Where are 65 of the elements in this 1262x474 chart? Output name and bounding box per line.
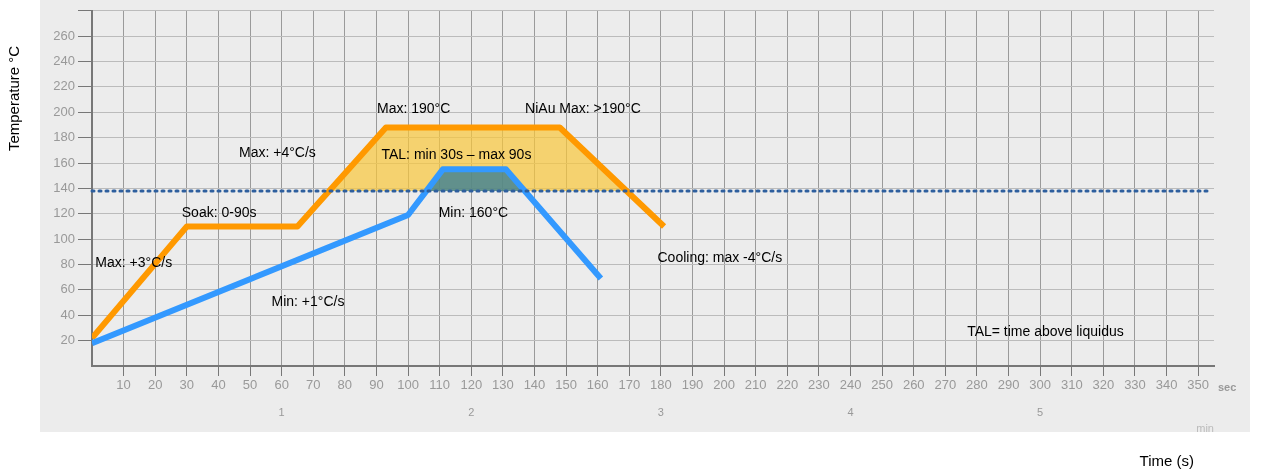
x-tick-label: 160 — [586, 377, 609, 393]
x-tick-label: 230 — [808, 377, 830, 393]
x-tick-label: 310 — [1060, 377, 1083, 393]
x-tick-label: 320 — [1092, 377, 1115, 393]
x-tick-label: 330 — [1124, 377, 1146, 393]
annotation: Min: +1°C/s — [271, 292, 345, 309]
text: sec — [1218, 381, 1237, 394]
y-tick-label: 40 — [60, 306, 75, 322]
x-tick-label: 210 — [744, 377, 767, 393]
y-tick-label: 140 — [53, 179, 75, 195]
annotation: Soak: 0-90s — [181, 204, 257, 221]
y-tick-label: 120 — [53, 205, 75, 221]
x-tick-label: 40 — [211, 377, 226, 393]
y-tick-label: 180 — [53, 129, 75, 145]
y-axis-title: Temperature °C — [4, 44, 22, 154]
annotation: Max: 190°C — [376, 100, 451, 117]
x-tick-label: 110 — [429, 377, 451, 393]
x-tick-label: 170 — [618, 377, 641, 393]
x2-tick-label: 2 — [468, 406, 475, 419]
x-tick-label: 200 — [713, 377, 735, 393]
x2-tick-label: 5 — [1037, 406, 1044, 419]
x-tick-label: 30 — [179, 377, 195, 393]
x2-tick-label: 3 — [657, 406, 664, 419]
x-tick-label: 240 — [839, 377, 862, 393]
x-tick-label: 80 — [337, 377, 353, 393]
annotation: Min: 160°C — [438, 204, 509, 221]
x-tick-label: 260 — [902, 377, 925, 393]
y-tick-label: 20 — [60, 332, 75, 348]
annotation: NiAu Max: >190°C — [525, 100, 641, 117]
x-tick-label: 270 — [934, 377, 957, 393]
x-tick-label: 190 — [681, 377, 704, 393]
x-tick-label: 130 — [492, 377, 514, 393]
x2-tick-label: 1 — [278, 406, 285, 419]
x-tick-label: 150 — [555, 377, 577, 393]
x-tick-label: 60 — [274, 377, 289, 393]
x2-tick-label: 4 — [847, 406, 854, 419]
x-tick-label: 250 — [871, 377, 893, 393]
x-tick-label: 70 — [306, 377, 321, 393]
x-tick-label: 340 — [1155, 377, 1178, 393]
x-tick-label: 350 — [1187, 377, 1210, 393]
x-tick-label: 90 — [369, 377, 384, 393]
y-tick-label: 260 — [53, 27, 75, 43]
y-tick-label: 240 — [53, 53, 75, 69]
y-tick-label: 100 — [53, 230, 75, 246]
x-tick-label: 10 — [116, 377, 131, 393]
x-tick-label: 280 — [966, 377, 988, 393]
x-tick-label: 120 — [460, 377, 483, 393]
y-tick-label: 60 — [60, 281, 75, 297]
x-tick-label: 140 — [523, 377, 546, 393]
x-tick-label: 290 — [997, 377, 1020, 393]
annotation: TAL= time above liquidus — [967, 323, 1124, 340]
y-tick-label: 220 — [53, 78, 75, 94]
x-tick-label: 180 — [650, 377, 672, 393]
x-tick-label: 220 — [776, 377, 799, 393]
x-tick-label: 20 — [147, 377, 163, 393]
x-tick-label: 100 — [397, 377, 419, 393]
annotation: TAL: min 30s – max 90s — [381, 145, 532, 162]
annotation: Max: +4°C/s — [238, 143, 316, 160]
x-tick-label: 50 — [242, 377, 258, 393]
y-tick-label: 80 — [60, 256, 75, 272]
y-tick-label: 160 — [53, 154, 75, 170]
x-tick-label: 300 — [1029, 377, 1052, 393]
x-axis-title: Time (s) — [1139, 452, 1194, 469]
y-tick-label: 200 — [53, 103, 75, 119]
annotation: Cooling: max -4°C/s — [657, 248, 783, 265]
